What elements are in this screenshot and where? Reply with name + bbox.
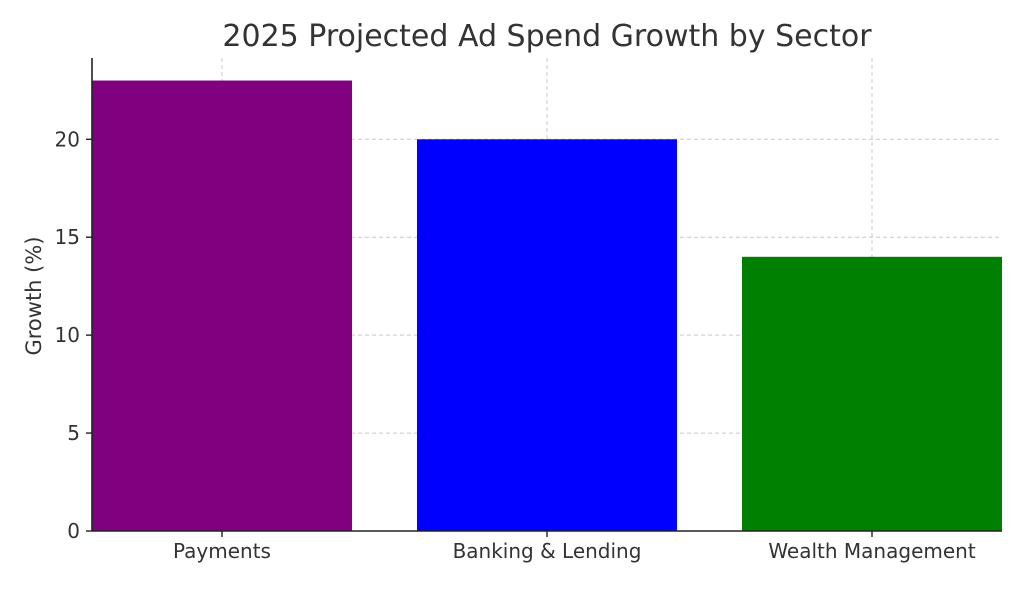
y-tick-label: 20	[55, 127, 80, 151]
bar	[92, 80, 352, 532]
chart-title: 2025 Projected Ad Spend Growth by Sector	[222, 19, 872, 54]
y-tick-label: 10	[55, 323, 80, 347]
bars	[92, 80, 1002, 532]
bar	[742, 256, 1002, 531]
y-tick-label: 0	[67, 519, 80, 543]
bar	[417, 139, 677, 532]
y-axis-label: Growth (%)	[22, 236, 46, 355]
x-tick-label: Payments	[173, 539, 271, 563]
y-tick-label: 15	[55, 225, 80, 249]
x-tick-label: Banking & Lending	[453, 539, 642, 563]
y-tick-label: 5	[67, 421, 80, 445]
x-tick-label: Wealth Management	[768, 539, 976, 563]
ticks: 0 5 10 15 20 Payments Banking & Lending Wealth …	[55, 127, 976, 563]
